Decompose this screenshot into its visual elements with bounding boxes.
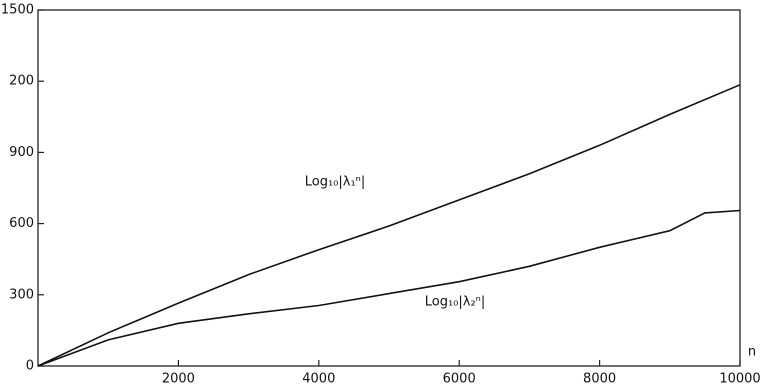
curve [37, 84, 741, 367]
y-tick-label: 200 [9, 74, 34, 89]
x-tick-label: 8000 [583, 372, 616, 387]
y-tick-label: 0 [26, 359, 34, 374]
y-tick-label: 1500 [1, 3, 34, 18]
x-tick-label: 2000 [162, 372, 195, 387]
x-tick-label: 6000 [443, 372, 476, 387]
curve-label: Log₁₀|λ₂ⁿ| [425, 295, 486, 310]
curve-label: Log₁₀|λ₁ⁿ| [305, 175, 366, 190]
x-tick-label: 4000 [302, 372, 335, 387]
y-tick-label: 300 [9, 287, 34, 302]
plot-frame [37, 9, 741, 367]
y-tick-label: 600 [9, 216, 34, 231]
curve [37, 209, 741, 367]
x-tick-label: 10000 [719, 372, 760, 387]
x-axis-label: n [748, 345, 756, 360]
y-tick-label: 900 [9, 145, 34, 160]
